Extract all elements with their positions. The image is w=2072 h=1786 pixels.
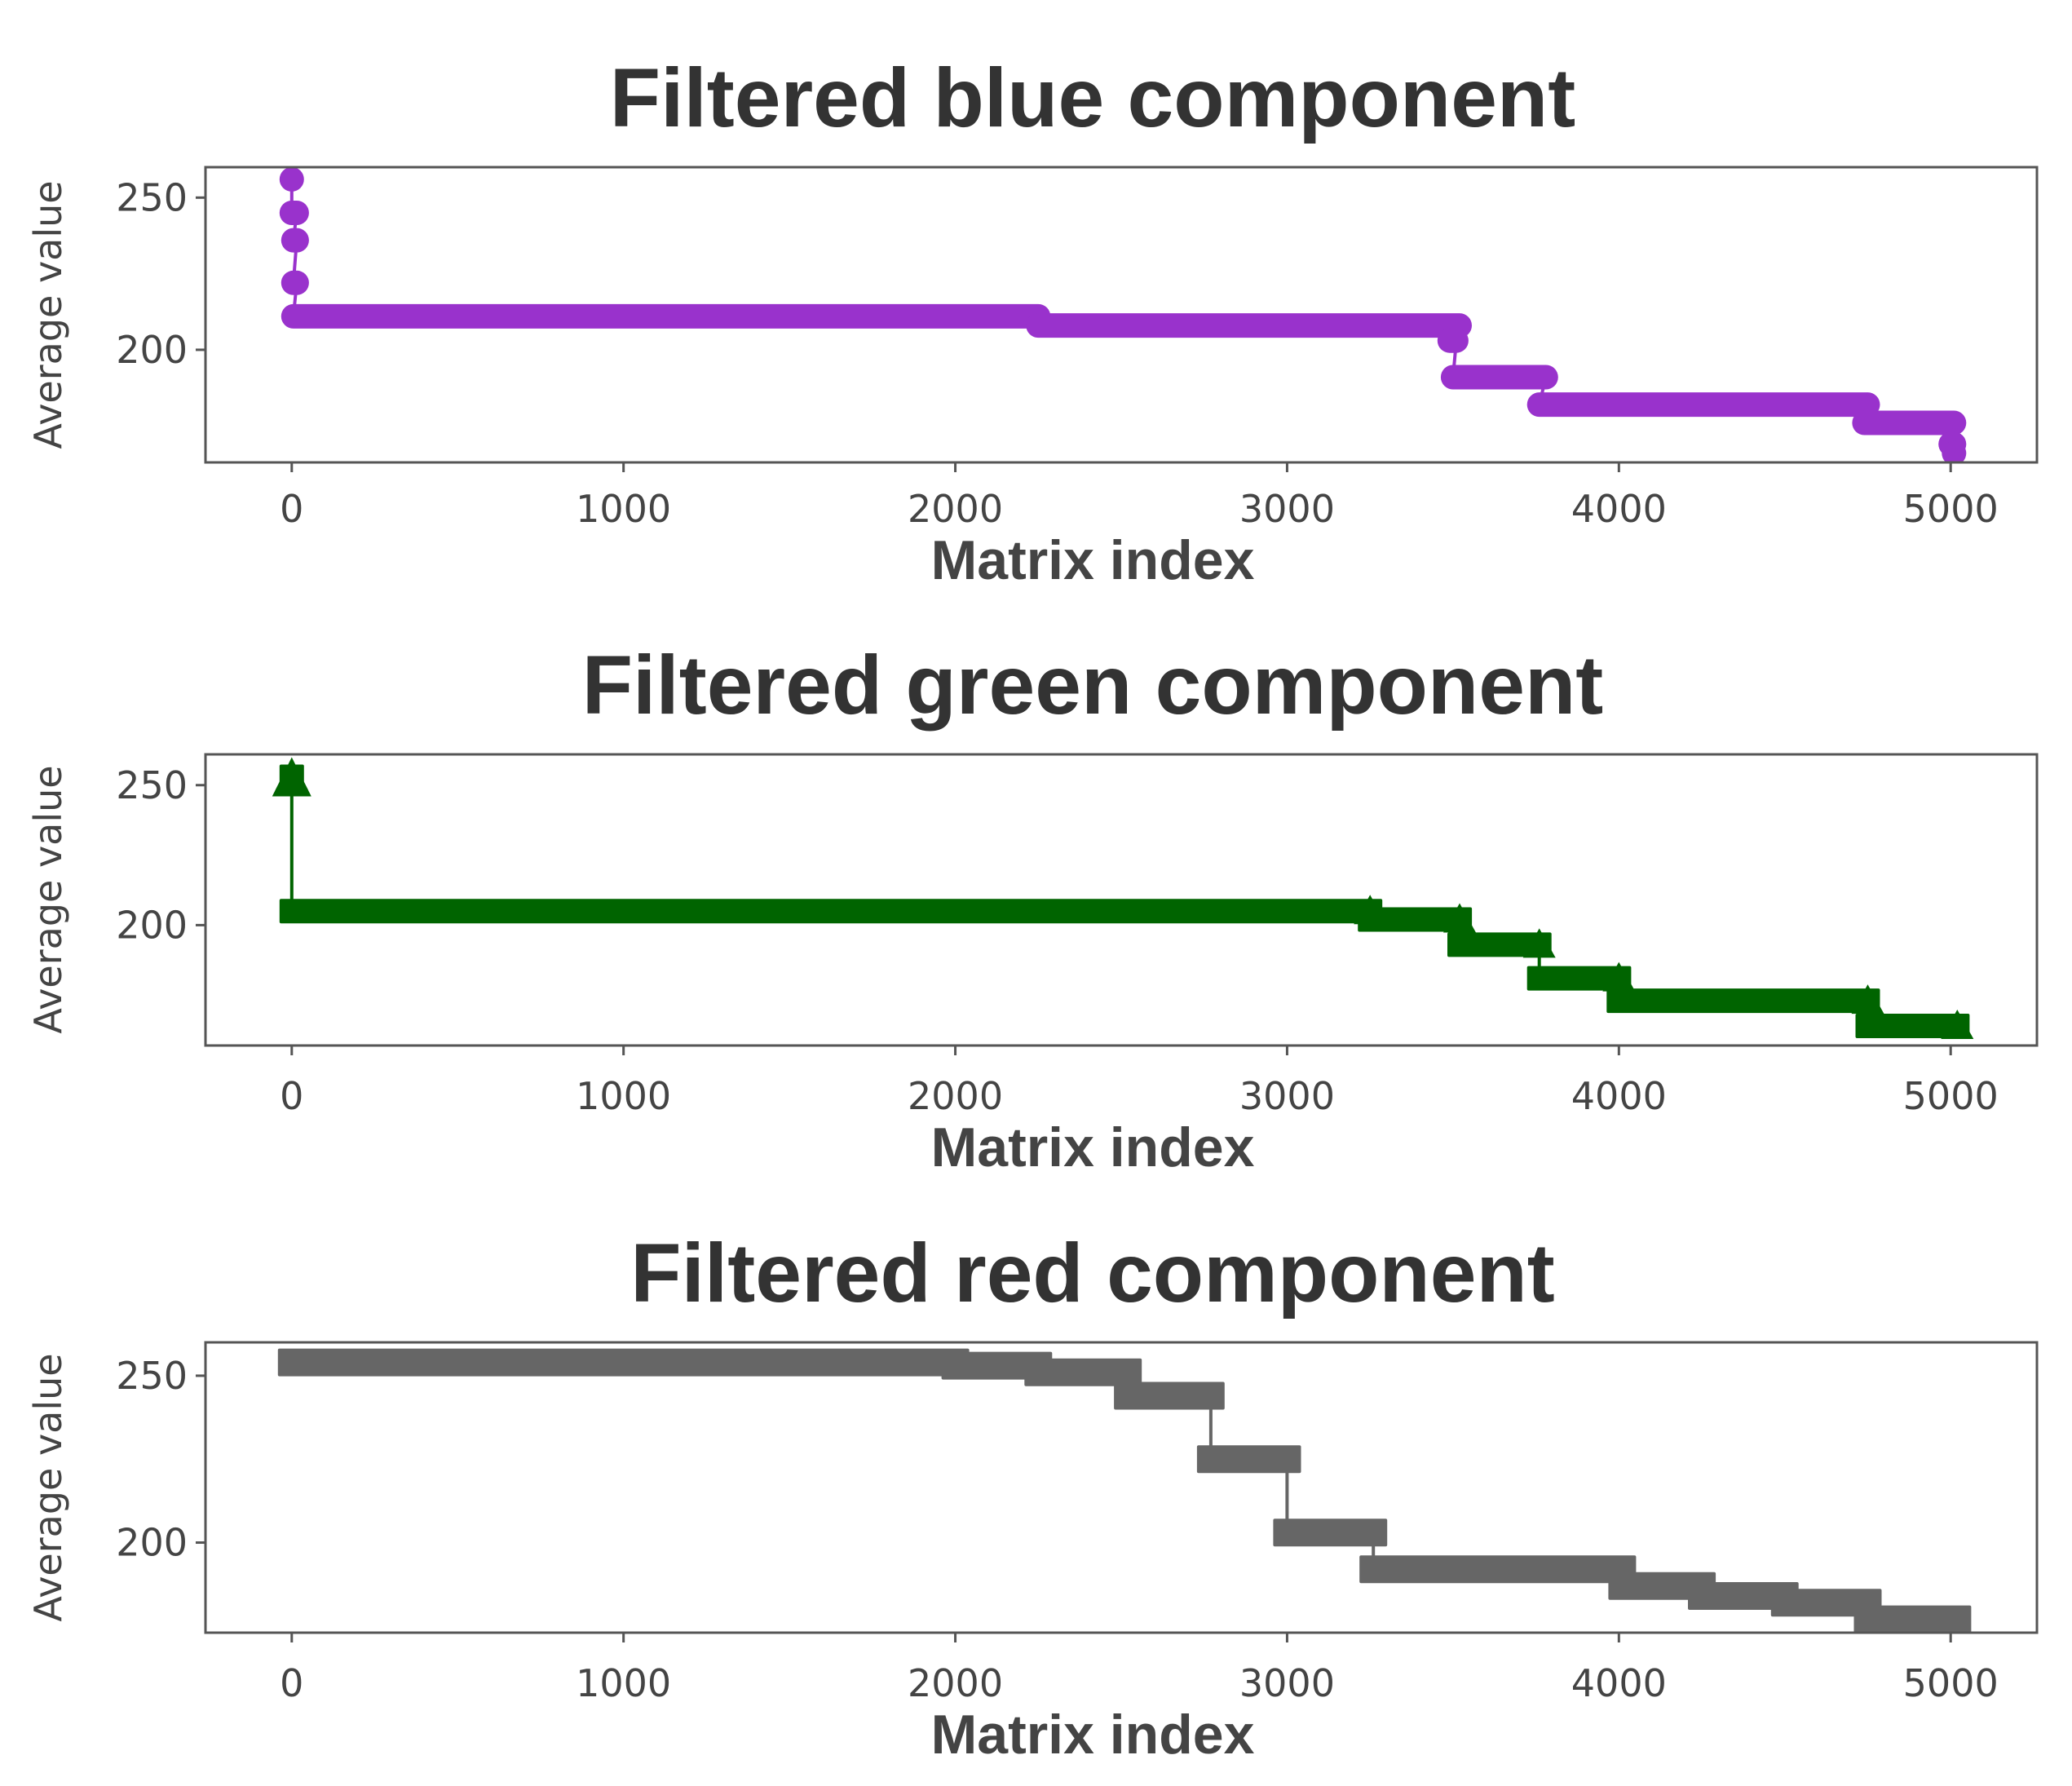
axes-frame — [204, 753, 2039, 1047]
data-marker-band — [1196, 1445, 1301, 1474]
data-marker-band — [279, 201, 309, 225]
data-marker — [1851, 984, 1884, 1015]
panel-green: Filtered green component Average value M… — [26, 639, 2039, 1178]
y-axis-ticks: 200 250 — [116, 175, 205, 372]
plot-area — [279, 167, 1967, 462]
data-marker — [1941, 1010, 1974, 1039]
data-marker-band — [1526, 392, 1880, 418]
data-marker — [1522, 928, 1556, 958]
data-marker-band — [1273, 1519, 1388, 1547]
plot-area — [277, 1348, 1972, 1633]
y-tick-label: 250 — [116, 763, 188, 807]
data-marker-band — [1526, 966, 1632, 991]
chart-title: Filtered green component — [582, 639, 1604, 732]
x-tick-label: 2000 — [908, 1074, 1003, 1118]
series-group — [272, 757, 1974, 1039]
x-axis-ticks: 0 1000 2000 3000 4000 5000 — [280, 462, 1999, 531]
x-tick-label: 1000 — [576, 1661, 671, 1705]
axes-frame — [204, 166, 2039, 464]
x-tick-label: 1000 — [576, 1074, 671, 1118]
y-axis-label: Average value — [26, 180, 70, 449]
axes-frame — [204, 1341, 2039, 1634]
data-marker-band — [1440, 365, 1558, 390]
x-tick-label: 4000 — [1571, 1074, 1667, 1118]
x-tick-label: 2000 — [908, 487, 1003, 531]
data-marker-band — [281, 270, 309, 295]
data-marker-band — [281, 228, 309, 253]
x-tick-label: 0 — [280, 487, 303, 531]
y-tick-label: 200 — [116, 328, 188, 372]
y-axis-label: Average value — [26, 765, 70, 1033]
x-axis-ticks: 0 1000 2000 3000 4000 5000 — [280, 1633, 1999, 1705]
series-group — [279, 167, 1967, 462]
y-axis-ticks: 200 250 — [116, 1354, 205, 1565]
data-marker-band — [1853, 1605, 1972, 1633]
x-tick-label: 3000 — [1239, 487, 1335, 531]
x-tick-label: 0 — [280, 1661, 303, 1705]
data-marker-band — [1688, 1582, 1799, 1610]
x-tick-label: 2000 — [908, 1661, 1003, 1705]
x-tick-label: 1000 — [576, 487, 671, 531]
data-marker-band — [281, 303, 1051, 329]
chart-title: Filtered blue component — [610, 51, 1575, 144]
data-marker — [1602, 962, 1636, 992]
x-axis-ticks: 0 1000 2000 3000 4000 5000 — [280, 1046, 1999, 1118]
data-marker-band — [1855, 1014, 1970, 1038]
x-axis-label: Matrix index — [931, 529, 1255, 591]
data-marker-band — [1852, 410, 1967, 435]
y-axis-ticks: 200 250 — [116, 763, 205, 947]
data-marker — [1443, 903, 1476, 933]
y-tick-label: 200 — [116, 903, 188, 947]
x-axis-label: Matrix index — [931, 1704, 1255, 1766]
x-tick-label: 0 — [280, 1074, 303, 1118]
panel-blue: Filtered blue component Average value Ma… — [26, 51, 2039, 591]
data-marker-band — [277, 1348, 970, 1377]
panel-red: Filtered red component Average value Mat… — [26, 1227, 2039, 1766]
data-marker-band — [279, 167, 304, 192]
data-marker-band — [1942, 440, 1967, 462]
data-marker-band — [279, 899, 1383, 924]
y-tick-label: 200 — [116, 1521, 188, 1565]
data-marker-band — [1437, 328, 1469, 353]
chart-title: Filtered red component — [630, 1227, 1554, 1320]
x-axis-label: Matrix index — [931, 1116, 1255, 1178]
x-tick-label: 3000 — [1239, 1661, 1335, 1705]
data-marker — [272, 757, 311, 797]
data-marker-band — [1359, 1555, 1637, 1584]
y-tick-label: 250 — [116, 1354, 188, 1398]
data-marker-band — [1606, 988, 1880, 1014]
x-tick-label: 4000 — [1571, 487, 1667, 531]
x-tick-label: 3000 — [1239, 1074, 1335, 1118]
series-group — [277, 1348, 1972, 1633]
data-marker-band — [1024, 1358, 1142, 1386]
x-tick-label: 5000 — [1903, 1074, 1999, 1118]
plot-area — [272, 757, 1974, 1039]
data-marker-band — [1447, 932, 1552, 957]
data-marker-band — [1114, 1381, 1225, 1410]
data-marker-band — [1358, 907, 1473, 932]
x-tick-label: 4000 — [1571, 1661, 1667, 1705]
data-marker-band — [1026, 313, 1472, 338]
y-axis-label: Average value — [26, 1353, 70, 1621]
x-tick-label: 5000 — [1903, 487, 1999, 531]
y-tick-label: 250 — [116, 175, 188, 219]
x-tick-label: 5000 — [1903, 1661, 1999, 1705]
